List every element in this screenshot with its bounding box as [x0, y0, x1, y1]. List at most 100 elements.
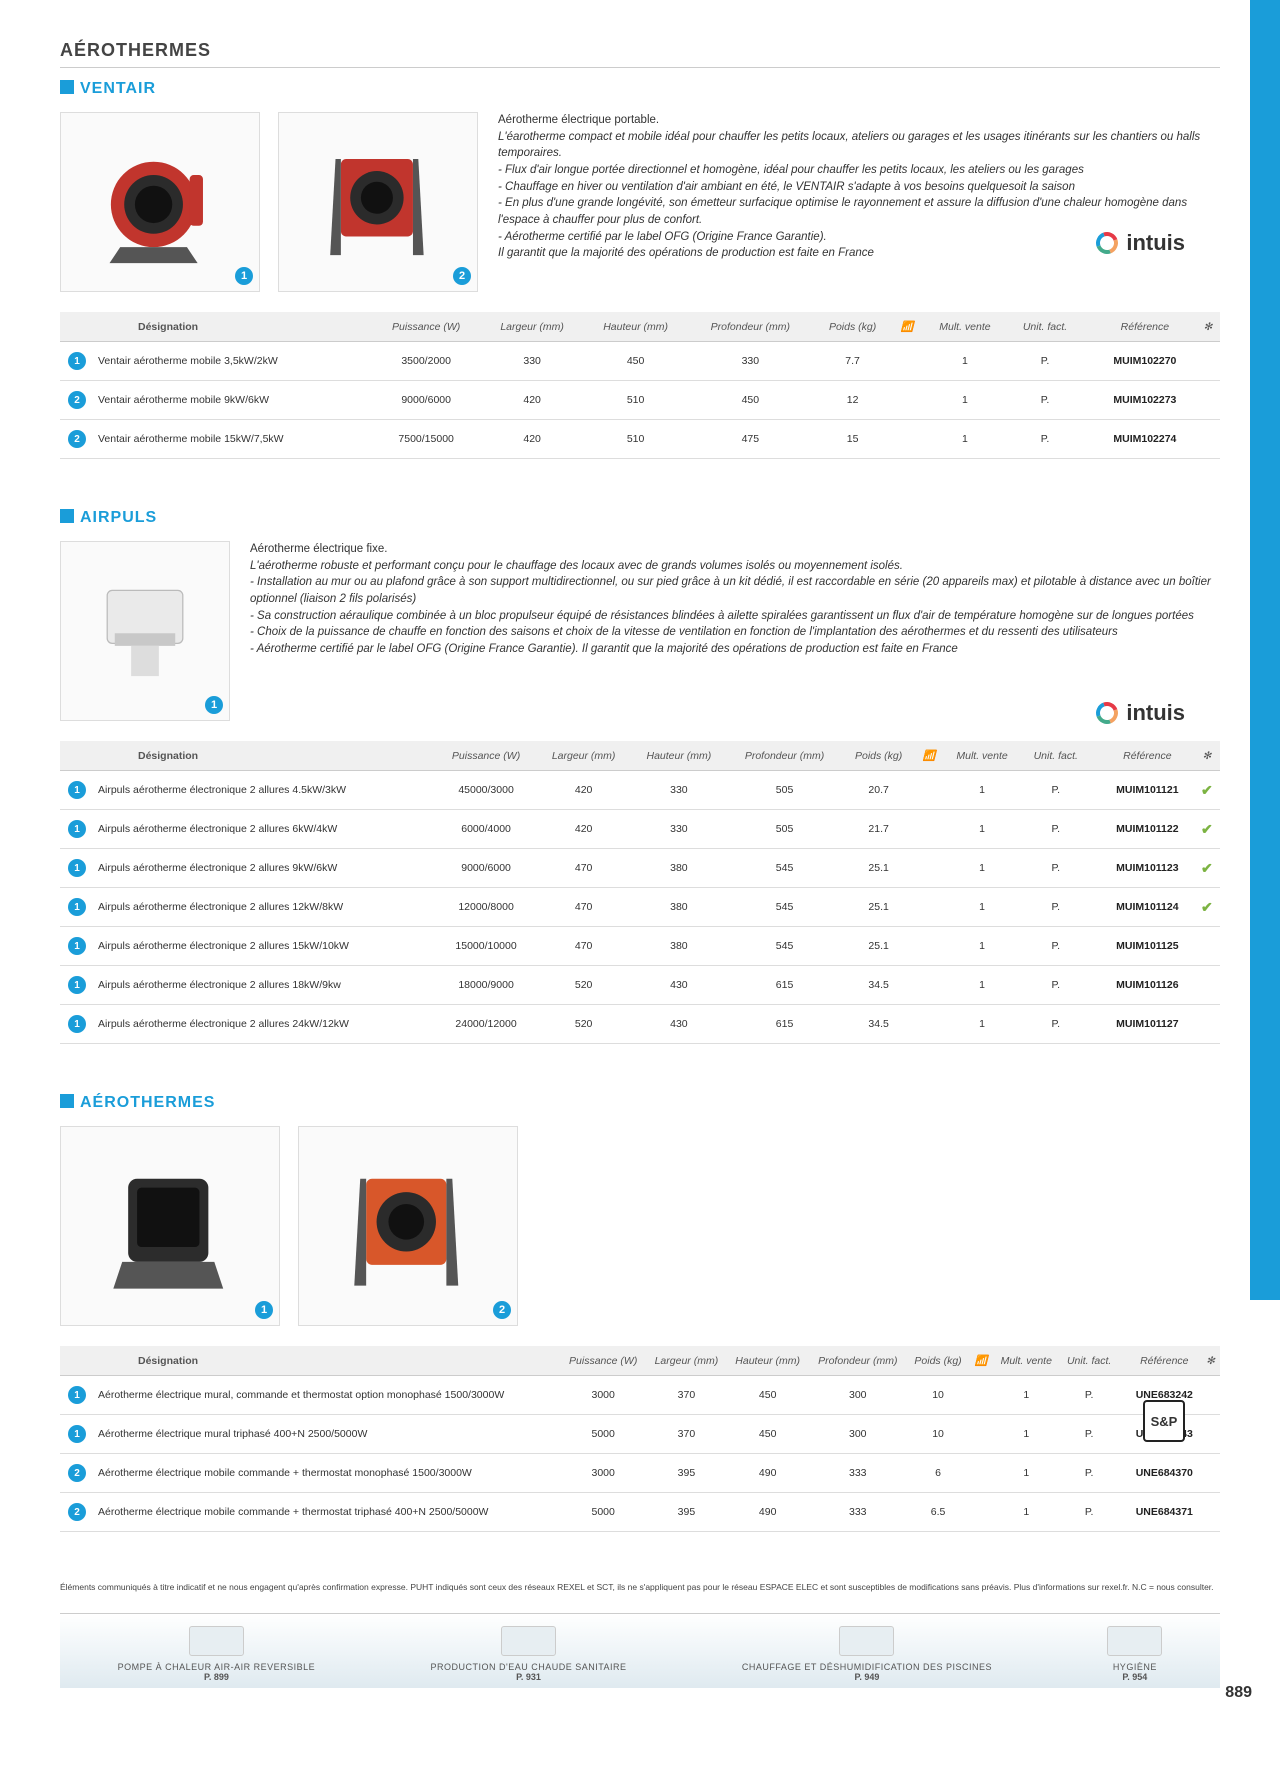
cell-power: 7500/15000: [372, 420, 481, 459]
image-badge: 2: [453, 267, 471, 285]
footer-thumb: [501, 1626, 556, 1656]
cell-depth: 615: [727, 966, 842, 1005]
row-badge: 2: [68, 1503, 86, 1521]
row-badge: 2: [68, 1464, 86, 1482]
cell-designation: Airpuls aérotherme électronique 2 allure…: [94, 849, 436, 888]
cell-mult: 1: [993, 1493, 1060, 1532]
cell-check: [1201, 1454, 1220, 1493]
image-badge: 2: [493, 1301, 511, 1319]
cell-width: 370: [646, 1376, 727, 1415]
section-hero: 1 2: [60, 1126, 1220, 1326]
cell-unit: P.: [1021, 888, 1090, 927]
footer-thumb: [189, 1626, 244, 1656]
cell-unit: P.: [1021, 1005, 1090, 1044]
row-badge: 1: [68, 1386, 86, 1404]
cell-width: 420: [536, 771, 631, 810]
cell-power: 3000: [560, 1454, 646, 1493]
cell-width: 370: [646, 1415, 727, 1454]
brand-ring-icon: [1093, 698, 1122, 727]
cell-wifi: [969, 1493, 993, 1532]
hero-images: 1 2: [60, 112, 478, 292]
cell-designation: Aérotherme électrique mural, commande et…: [94, 1376, 560, 1415]
row-badge: 1: [68, 1425, 86, 1443]
footer-category[interactable]: POMPE À CHALEUR AIR-AIR REVERSIBLE P. 89…: [118, 1626, 316, 1682]
table-row: 1 Airpuls aérotherme électronique 2 allu…: [60, 849, 1220, 888]
cell-check: [1201, 1415, 1220, 1454]
cell-unit: P.: [1021, 810, 1090, 849]
product-section: VENTAIR 1 2Aérotherme électrique portabl…: [60, 80, 1220, 459]
cell-check: ✔: [1194, 810, 1220, 849]
row-badge: 1: [68, 781, 86, 799]
brand-logo-intuis: intuis: [1096, 230, 1185, 256]
cell-weight: 7.7: [813, 342, 892, 381]
cell-height: 330: [631, 771, 727, 810]
cell-reference: MUIM101124: [1101, 888, 1194, 927]
footer-nav: POMPE À CHALEUR AIR-AIR REVERSIBLE P. 89…: [60, 1613, 1220, 1688]
cell-depth: 333: [809, 1454, 907, 1493]
cell-wifi: [892, 342, 922, 381]
footer-page: P. 949: [855, 1672, 880, 1682]
cell-weight: 25.1: [842, 849, 915, 888]
cell-power: 6000/4000: [436, 810, 537, 849]
cell-reference: MUIM101121: [1101, 771, 1194, 810]
brand-ring-icon: [1093, 228, 1122, 257]
footer-label: POMPE À CHALEUR AIR-AIR REVERSIBLE: [118, 1662, 316, 1672]
cell-weight: 15: [813, 420, 892, 459]
footer-category[interactable]: HYGIÈNE P. 954: [1107, 1626, 1162, 1682]
cell-weight: 34.5: [842, 1005, 915, 1044]
row-badge: 1: [68, 352, 86, 370]
cell-power: 5000: [560, 1493, 646, 1532]
cell-unit: P.: [1021, 927, 1090, 966]
cell-mult: 1: [943, 966, 1021, 1005]
cell-reference: MUIM102274: [1094, 420, 1196, 459]
cell-designation: Airpuls aérotherme électronique 2 allure…: [94, 927, 436, 966]
table-row: 1 Aérotherme électrique mural triphasé 4…: [60, 1415, 1220, 1454]
cell-unit: P.: [1060, 1415, 1119, 1454]
cell-power: 18000/9000: [436, 966, 537, 1005]
cell-width: 470: [536, 849, 631, 888]
footer-page: P. 954: [1122, 1672, 1147, 1682]
table-row: 1 Ventair aérotherme mobile 3,5kW/2kW 35…: [60, 342, 1220, 381]
cell-reference: MUIM101123: [1101, 849, 1194, 888]
brand-text: intuis: [1126, 700, 1185, 726]
cell-weight: 34.5: [842, 966, 915, 1005]
cell-height: 490: [727, 1493, 809, 1532]
cell-weight: 25.1: [842, 927, 915, 966]
cell-designation: Airpuls aérotherme électronique 2 allure…: [94, 888, 436, 927]
cell-weight: 10: [907, 1415, 969, 1454]
cell-reference: MUIM101122: [1101, 810, 1194, 849]
cell-width: 420: [481, 381, 584, 420]
cell-wifi: [915, 927, 943, 966]
cell-wifi: [915, 810, 943, 849]
footer-label: HYGIÈNE: [1107, 1662, 1162, 1672]
cell-power: 12000/8000: [436, 888, 537, 927]
cell-reference: UNE684370: [1128, 1454, 1201, 1493]
cell-reference: UNE684371: [1128, 1493, 1201, 1532]
cell-mult: 1: [943, 771, 1021, 810]
section-title: AIRPULS: [60, 509, 1220, 527]
cell-unit: P.: [1007, 420, 1082, 459]
product-section: AÉROTHERMES 1 2 Désignation Puissance (W…: [60, 1094, 1220, 1532]
cell-unit: P.: [1060, 1493, 1119, 1532]
cell-mult: 1: [943, 927, 1021, 966]
product-image: 1: [60, 541, 230, 721]
footer-category[interactable]: CHAUFFAGE ET DÉSHUMIDIFICATION DES PISCI…: [742, 1626, 992, 1682]
cell-depth: 505: [727, 810, 842, 849]
cell-wifi: [915, 1005, 943, 1044]
footer-category[interactable]: PRODUCTION D'EAU CHAUDE SANITAIRE P. 931: [430, 1626, 626, 1682]
cell-depth: 505: [727, 771, 842, 810]
cell-mult: 1: [993, 1415, 1060, 1454]
cell-designation: Airpuls aérotherme électronique 2 allure…: [94, 771, 436, 810]
footer-thumb: [839, 1626, 894, 1656]
legal-disclaimer: Éléments communiqués à titre indicatif e…: [60, 1582, 1220, 1593]
cell-depth: 615: [727, 1005, 842, 1044]
table-row: 1 Airpuls aérotherme électronique 2 allu…: [60, 771, 1220, 810]
cell-designation: Aérotherme électrique mobile commande + …: [94, 1454, 560, 1493]
row-badge: 2: [68, 391, 86, 409]
cell-power: 3000: [560, 1376, 646, 1415]
cell-depth: 475: [688, 420, 813, 459]
product-image: 2: [298, 1126, 518, 1326]
footer-label: CHAUFFAGE ET DÉSHUMIDIFICATION DES PISCI…: [742, 1662, 992, 1672]
cell-designation: Airpuls aérotherme électronique 2 allure…: [94, 810, 436, 849]
hero-images: 1 2: [60, 1126, 518, 1326]
